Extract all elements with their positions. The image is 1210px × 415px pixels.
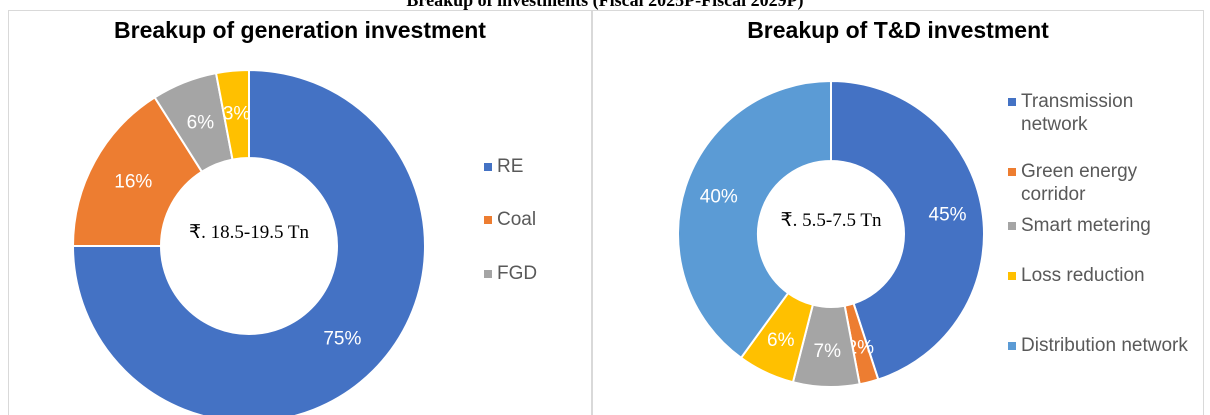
chart-title: Breakup of generation investment (114, 17, 486, 43)
legend-item: Loss reduction (1008, 264, 1201, 287)
legend-label: Smart metering (1021, 215, 1151, 236)
donut: 45%2%7%6%40% (677, 79, 985, 388)
legend-swatch (1008, 222, 1016, 230)
legend-label: Coal (497, 209, 537, 230)
legend-label: Loss reduction (1021, 265, 1145, 286)
page-title: Breakup of investments (Fiscal 2025P-Fis… (406, 0, 804, 10)
donut-slice (71, 68, 426, 415)
donut: 75% 16% 6% 3% (71, 68, 426, 415)
legend-swatch (1008, 342, 1016, 350)
data-label: 75% (323, 328, 361, 349)
legend-swatch (1008, 272, 1016, 280)
legend-label: Green energy corridor (1021, 161, 1138, 205)
data-label: 6% (187, 112, 215, 133)
legend-label: Transmission network (1021, 91, 1134, 135)
legend-item: FGD (484, 262, 587, 285)
legend-item: RE (484, 155, 587, 178)
center-label: ₹. 5.5-7.5 Tn (780, 210, 882, 231)
data-label: 40% (700, 187, 738, 208)
chart-panel: Breakup of generation investment 75% 16% 6%… (8, 10, 592, 415)
legend-swatch (1008, 168, 1016, 176)
data-label: 7% (814, 341, 842, 362)
center-label: ₹. 18.5-19.5 Tn (189, 222, 309, 243)
legend-swatch (1008, 98, 1016, 106)
donut-slice (214, 68, 250, 161)
legend-item: Coal (484, 208, 587, 231)
legend-label: FGD (497, 263, 538, 284)
legend-label: RE (497, 156, 524, 177)
data-label: 6% (767, 330, 795, 351)
legend-label: Distribution network (1021, 335, 1188, 356)
data-label: 45% (929, 205, 967, 226)
legend-item: Distribution network (1008, 334, 1201, 357)
chart-title: Breakup of T&D investment (747, 17, 1049, 43)
donut-slice (71, 96, 204, 247)
legend-swatch (484, 163, 492, 171)
donut-slice (830, 79, 985, 381)
legend-item: Smart metering (1008, 214, 1201, 237)
legend-item: Green energy corridor (1008, 160, 1201, 206)
legend-swatch (484, 216, 492, 224)
donut-slice (677, 79, 832, 360)
legend-item: Transmission network (1008, 90, 1201, 136)
data-label: 3% (223, 104, 251, 125)
data-label: 16% (114, 171, 152, 192)
legend-swatch (484, 270, 492, 278)
chart-panel: Breakup of T&D investment 45% 2% 7% 6% 40% ₹. … (592, 10, 1204, 415)
